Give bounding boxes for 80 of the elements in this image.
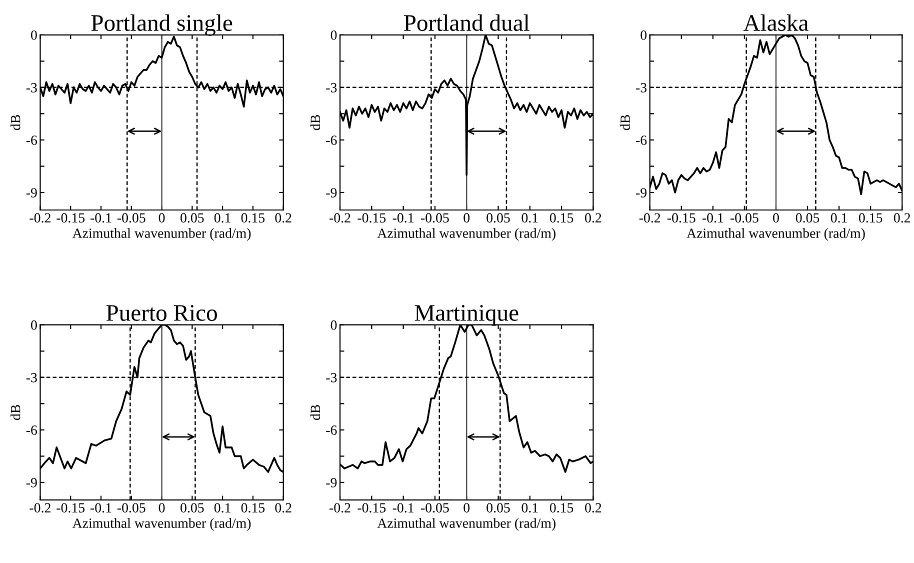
x-tick-label: -0.1 xyxy=(702,213,724,223)
x-tick-label: -0.15 xyxy=(56,503,85,513)
x-axis-title: Azimuthal wavenumber (rad/m) xyxy=(377,518,556,531)
x-tick-label: -0.05 xyxy=(730,213,758,223)
y-tick-label: -3 xyxy=(636,83,647,92)
y-tick-label: -6 xyxy=(326,426,337,435)
y-tick-label: -9 xyxy=(636,188,647,198)
x-tick-label: -0.15 xyxy=(667,213,696,223)
x-tick-label: -0.15 xyxy=(358,503,386,513)
x-tick-label: -0.2 xyxy=(330,503,350,513)
y-tick-label: -6 xyxy=(326,136,337,145)
y-axis-title: dB xyxy=(10,404,20,420)
y-tick-label: -9 xyxy=(26,188,37,198)
x-tick-label: 0.1 xyxy=(214,503,230,513)
x-tick-label: 0.15 xyxy=(241,213,265,223)
x-tick-label: -0.2 xyxy=(30,503,50,513)
x-tick-label: 0.15 xyxy=(550,503,574,513)
y-tick-label: 0 xyxy=(31,320,37,330)
y-axis-title: dB xyxy=(620,115,630,130)
x-tick-label: 0.15 xyxy=(550,213,574,223)
y-tick-label: -9 xyxy=(326,188,337,198)
x-tick-label: 0 xyxy=(773,213,779,223)
y-tick-label: -3 xyxy=(326,373,337,382)
x-tick-label: -0.05 xyxy=(421,213,449,223)
y-axis-title: dB xyxy=(10,115,20,130)
x-tick-label: -0.1 xyxy=(90,213,112,223)
y-tick-label: -3 xyxy=(326,83,337,92)
y-tick-label: -9 xyxy=(326,478,337,488)
x-tick-label: 0.1 xyxy=(830,213,847,223)
x-tick-label: -0.15 xyxy=(56,213,85,223)
x-tick-label: 0.05 xyxy=(486,213,510,223)
x-tick-label: 0.05 xyxy=(180,503,204,513)
x-tick-label: -0.2 xyxy=(639,213,660,223)
y-tick-label: -6 xyxy=(636,136,647,145)
x-tick-label: 0 xyxy=(464,503,470,512)
chart-title: Puerto Rico xyxy=(106,305,217,321)
x-tick-label: 0.05 xyxy=(180,213,204,223)
chart-title: Alaska xyxy=(743,14,808,31)
chart-title: Portland dual xyxy=(404,14,530,31)
chart-title: Portland single xyxy=(91,14,232,36)
x-tick-label: -0.2 xyxy=(330,213,350,223)
x-tick-label: -0.2 xyxy=(30,213,50,223)
x-tick-label: 0.1 xyxy=(522,503,538,513)
x-tick-label: 0.15 xyxy=(858,213,882,223)
y-tick-label: 0 xyxy=(31,30,37,40)
x-tick-label: 0.05 xyxy=(486,503,510,513)
x-tick-label: 0 xyxy=(464,213,470,223)
x-tick-label: 0.15 xyxy=(241,503,265,513)
x-tick-label: 0.05 xyxy=(796,213,820,223)
y-axis-title: dB xyxy=(310,404,320,420)
x-tick-label: -0.1 xyxy=(392,503,414,513)
x-tick-label: 0.2 xyxy=(275,213,292,223)
x-tick-label: 0.2 xyxy=(275,503,292,513)
x-tick-label: 0 xyxy=(158,503,165,512)
y-tick-label: -3 xyxy=(26,83,37,92)
x-tick-label: 0.2 xyxy=(894,213,910,223)
y-tick-label: 0 xyxy=(330,320,337,330)
y-tick-label: -6 xyxy=(26,426,38,435)
x-tick-label: -0.05 xyxy=(421,503,449,513)
x-tick-label: 0.2 xyxy=(585,213,602,223)
x-tick-label: 0.1 xyxy=(214,213,230,223)
x-axis-title: Azimuthal wavenumber (rad/m) xyxy=(686,228,865,241)
y-tick-label: -9 xyxy=(26,478,37,488)
x-tick-label: -0.1 xyxy=(90,503,112,513)
x-axis-title: Azimuthal wavenumber (rad/m) xyxy=(72,228,251,241)
x-tick-label: -0.15 xyxy=(358,213,386,223)
x-axis-title: Azimuthal wavenumber (rad/m) xyxy=(377,228,556,241)
x-tick-label: 0.2 xyxy=(585,503,602,513)
x-tick-label: 0.1 xyxy=(522,213,538,223)
x-tick-label: 0 xyxy=(158,213,165,223)
x-tick-label: -0.05 xyxy=(117,503,146,513)
x-axis-title: Azimuthal wavenumber (rad/m) xyxy=(72,518,251,531)
y-axis-title: dB xyxy=(310,115,320,130)
y-tick-label: -6 xyxy=(26,136,38,145)
y-tick-label: -3 xyxy=(26,373,37,382)
chart-title: Martinique xyxy=(414,305,518,326)
x-tick-label: -0.1 xyxy=(392,213,414,223)
y-tick-label: 0 xyxy=(330,30,337,40)
x-tick-label: -0.05 xyxy=(117,213,146,223)
y-tick-label: 0 xyxy=(640,30,647,40)
